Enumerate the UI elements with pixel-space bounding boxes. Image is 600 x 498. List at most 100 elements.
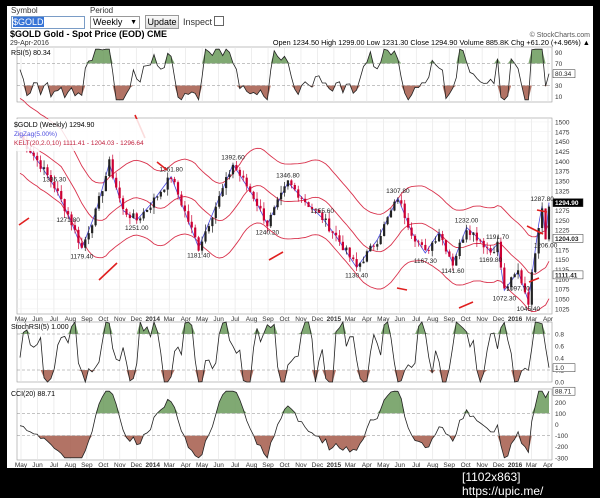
price-candle xyxy=(314,208,317,210)
price-candle xyxy=(328,218,331,232)
price-candle xyxy=(80,242,83,248)
x-tick-label: Aug xyxy=(427,462,439,468)
price-tick-label: 1250 xyxy=(555,218,570,225)
symbol-input[interactable]: $GOLD xyxy=(11,16,85,29)
stoch-tick-label: 0.4 xyxy=(555,356,564,363)
price-candle xyxy=(372,245,375,247)
x-axis-labels: May May Jun Jun Jul Jul Aug Aug Sep Sep Oct Oct Nov N… xyxy=(15,316,554,468)
price-candle xyxy=(266,220,269,227)
x-tick-label: Jul xyxy=(412,462,421,468)
price-candle xyxy=(516,270,520,275)
price-tick-label: 1175 xyxy=(555,247,569,254)
price-candle xyxy=(424,244,427,251)
price-candle xyxy=(523,283,527,293)
keltner-upper xyxy=(19,98,550,238)
x-tick-label: May xyxy=(15,462,28,468)
price-annotation: 1255.60 xyxy=(311,208,335,215)
update-button[interactable]: Update xyxy=(145,15,179,29)
stoch-tick-label: 0.6 xyxy=(555,344,564,351)
x-tick-label: Apr xyxy=(362,462,373,468)
price-candle xyxy=(104,176,107,192)
price-candle xyxy=(279,192,283,200)
price-candle xyxy=(252,191,255,199)
price-candle xyxy=(458,242,461,257)
x-tick-label: 2014 xyxy=(146,316,161,323)
cci-tick-label: -300 xyxy=(555,455,568,462)
period-value: Weekly xyxy=(93,17,123,27)
red-arrow xyxy=(458,301,474,309)
x-tick-label: Sep xyxy=(262,462,274,468)
x-tick-label: Apr xyxy=(543,462,554,468)
price-candle xyxy=(455,256,458,266)
price-candle xyxy=(407,217,410,228)
x-tick-label: May xyxy=(196,462,209,468)
price-candle xyxy=(276,199,279,208)
price-candle xyxy=(352,257,355,260)
price-annotation: 1392.60 xyxy=(221,154,245,161)
price-candle xyxy=(269,215,272,227)
stoch-value-text: 1.0 xyxy=(555,365,564,372)
price-tick-label: 1400 xyxy=(555,159,570,166)
x-tick-label: Nov xyxy=(114,316,126,323)
price-candle xyxy=(132,213,135,219)
x-tick-label: Jun xyxy=(32,316,43,323)
price-candle xyxy=(537,228,540,254)
price-candle xyxy=(400,200,403,204)
rsi-line xyxy=(19,48,550,102)
price-tag-text: 1294.90 xyxy=(555,200,579,207)
price-tags: 1294.90 1204.03 1111.41 xyxy=(552,198,584,280)
price-candle xyxy=(451,256,454,266)
price-annotation: 1251.00 xyxy=(125,225,149,232)
price-annotation: 1346.80 xyxy=(276,173,300,180)
x-tick-label: Nov xyxy=(476,462,488,468)
price-annotation: 1232.00 xyxy=(455,217,479,224)
price-candle xyxy=(541,208,544,229)
price-candle xyxy=(310,207,314,209)
red-arrow xyxy=(18,217,30,226)
price-candle xyxy=(300,197,303,199)
x-tick-label: Jun xyxy=(395,316,406,323)
rsi-value-box xyxy=(552,69,576,78)
x-tick-label: Sep xyxy=(262,316,274,323)
x-tick-label: 2016 xyxy=(508,462,523,468)
red-arrow xyxy=(396,287,408,291)
price-tag-box xyxy=(552,270,584,280)
inspect-checkbox[interactable] xyxy=(214,16,225,26)
x-tick-label: Mar xyxy=(164,316,176,323)
inspect-toggle[interactable]: Inspect xyxy=(183,16,225,27)
stoch-oversold-fill xyxy=(20,370,549,382)
price-candle xyxy=(283,186,286,193)
price-annotation: 1361.80 xyxy=(159,167,183,174)
price-tag-box xyxy=(552,198,584,207)
price-candle xyxy=(386,217,389,225)
x-tick-label: May xyxy=(15,316,28,323)
stoch-tick-label: 0.8 xyxy=(555,332,564,339)
price-tick-label: 1325 xyxy=(555,188,570,195)
price-candle xyxy=(513,274,516,278)
x-tick-label: Dec xyxy=(131,462,143,468)
price-candle xyxy=(159,191,162,197)
price-candle xyxy=(376,244,379,247)
cci-label: CCI(20) 88.71 xyxy=(11,391,55,398)
symbol-label: Symbol xyxy=(11,6,38,15)
price-candle xyxy=(73,225,77,230)
price-candle xyxy=(427,250,430,251)
x-tick-label: Jul xyxy=(231,462,240,468)
price-candle xyxy=(506,287,509,289)
price-candle xyxy=(496,241,499,253)
brand-logo: © StockCharts.com xyxy=(530,31,591,39)
x-tick-label: Dec xyxy=(493,462,505,468)
price-candle xyxy=(510,277,513,288)
period-select[interactable]: Weekly ▼ xyxy=(90,16,140,29)
x-tick-label: Oct xyxy=(461,316,471,323)
stochrsi-panel: StochRSI(5) 1.000 0.80.60.40.20.01.0 xyxy=(11,320,576,387)
x-tick-label: Jun xyxy=(213,316,224,323)
price-candle xyxy=(173,178,176,183)
stoch-axis: 0.80.60.40.20.01.0 xyxy=(552,332,576,387)
chart-title: $GOLD Gold - Spot Price (EOD) CME xyxy=(10,30,167,39)
x-tick-label: Oct xyxy=(98,462,108,468)
price-candle xyxy=(125,209,128,215)
price-candle xyxy=(46,167,49,176)
price-candle xyxy=(489,248,492,253)
price-candle xyxy=(286,180,290,187)
